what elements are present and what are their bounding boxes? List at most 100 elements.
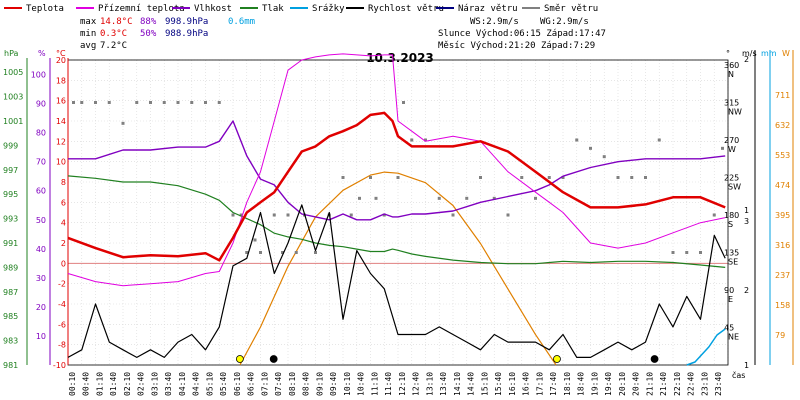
x-tick-label: 21:10 xyxy=(645,372,654,396)
wind-direction-mark xyxy=(657,138,661,142)
direction-tick-label: 90 xyxy=(724,286,734,295)
wind-direction-mark xyxy=(721,146,724,150)
wind-direction-mark xyxy=(217,101,221,104)
legend-label: Teplota xyxy=(26,4,64,14)
wind-direction-mark xyxy=(547,176,551,179)
wind-tick-label: 1 xyxy=(744,361,749,370)
temperature-tick-label: 0 xyxy=(61,259,66,268)
x-tick-label: 17:40 xyxy=(549,372,558,396)
direction-tick-label: 360 xyxy=(724,61,739,70)
pressure-tick-label: 997 xyxy=(3,166,18,175)
pressure-tick-label: 989 xyxy=(3,263,18,272)
temperature-tick-label: 12 xyxy=(56,137,66,146)
x-tick-label: 20:10 xyxy=(618,372,627,396)
wind-direction-mark xyxy=(107,101,111,104)
x-tick-label: 16:10 xyxy=(508,372,517,396)
pressure-tick-label: 999 xyxy=(3,141,18,150)
x-tick-label: 10:40 xyxy=(357,372,366,396)
legend-label: Náraz větru xyxy=(458,4,518,14)
x-tick-label: 19:10 xyxy=(590,372,599,396)
pressure-tick-label: 985 xyxy=(3,312,18,321)
humidity-tick-label: 50 xyxy=(36,216,46,225)
x-tick-label: 09:10 xyxy=(315,372,324,396)
solar-tick-label: 237 xyxy=(775,271,790,280)
wind-direction-mark xyxy=(382,213,386,217)
pressure-tick-label: 1003 xyxy=(3,93,23,102)
x-tick-label: 15:40 xyxy=(494,372,503,396)
solar-tick-label: 474 xyxy=(775,181,790,190)
pressure-tick-label: 981 xyxy=(3,361,18,370)
stat-value: 50% xyxy=(140,29,157,39)
humidity-series xyxy=(68,120,726,221)
direction-tick-label: 180 xyxy=(724,211,739,220)
x-tick-label: 03:40 xyxy=(164,372,173,396)
solar-tick-label: 316 xyxy=(775,241,790,250)
stat-value: avg xyxy=(80,41,96,51)
wind-direction-mark xyxy=(286,213,290,217)
temperature-unit: °C xyxy=(56,49,66,58)
direction-compass-label: NE xyxy=(728,333,739,342)
wind-direction-mark xyxy=(245,251,249,254)
pressure-tick-label: 995 xyxy=(3,190,18,199)
direction-tick-label: 315 xyxy=(724,99,739,108)
wind-direction-mark xyxy=(369,176,372,179)
wind-direction-mark xyxy=(402,101,405,104)
pressure-tick-label: 983 xyxy=(3,337,18,346)
x-tick-label: 07:40 xyxy=(274,372,283,396)
temperature-tick-label: 14 xyxy=(56,117,66,126)
x-tick-label: 12:10 xyxy=(398,372,407,396)
wind-direction-mark xyxy=(272,213,276,217)
humidity-tick-label: 90 xyxy=(36,100,46,109)
x-tick-label: 03:10 xyxy=(150,372,159,396)
pressure-tick-label: 987 xyxy=(3,288,18,297)
stat-value: Měsíc Východ:21:20 Západ:7:29 xyxy=(438,41,595,51)
stat-value: 988.9hPa xyxy=(165,29,208,39)
wind-direction-mark xyxy=(190,101,194,104)
temperature-tick-label: 4 xyxy=(61,219,66,228)
legend-label: Srážky xyxy=(312,4,345,14)
pressure-tick-label: 993 xyxy=(3,215,18,224)
x-tick-label: 16:40 xyxy=(522,372,531,396)
x-tick-label: 17:10 xyxy=(535,372,544,396)
wind-unit: m/s xyxy=(742,49,757,58)
pressure-series xyxy=(67,175,726,268)
stat-value: 88% xyxy=(140,17,157,27)
solar-tick-label: 79 xyxy=(775,331,785,340)
stat-value: 998.9hPa xyxy=(165,17,208,27)
x-tick-label: 01:10 xyxy=(95,372,104,396)
stat-value: 0.3°C xyxy=(100,29,127,39)
x-tick-label: 06:40 xyxy=(247,372,256,396)
x-tick-label: 18:10 xyxy=(563,372,572,396)
direction-tick-label: 135 xyxy=(724,249,739,258)
wind-direction-mark xyxy=(644,176,647,179)
wind-direction-mark xyxy=(358,196,361,200)
x-tick-label: 10:10 xyxy=(343,372,352,396)
x-tick-label: 19:40 xyxy=(604,372,613,396)
direction-compass-label: E xyxy=(728,295,733,304)
wind-direction-mark xyxy=(602,155,606,159)
solar-tick-label: 158 xyxy=(775,301,790,310)
x-tick-label: 08:10 xyxy=(288,372,297,396)
wind-speed-series xyxy=(67,204,726,358)
wind-direction-mark xyxy=(575,138,579,142)
x-tick-label: 02:40 xyxy=(137,372,146,396)
temperature-tick-label: 10 xyxy=(56,158,66,167)
x-tick-label: 11:40 xyxy=(384,372,393,396)
temperature-tick-label: 18 xyxy=(56,76,66,85)
x-tick-label: 21:40 xyxy=(659,372,668,396)
temperature-tick-label: -4 xyxy=(58,300,66,309)
direction-compass-label: W xyxy=(728,145,736,154)
series-layer xyxy=(67,53,726,366)
temperature-tick-label: 6 xyxy=(61,198,66,207)
wind-direction-mark xyxy=(451,213,455,217)
temperature-tick-label: -8 xyxy=(58,341,66,350)
x-tick-label: 04:40 xyxy=(192,372,201,396)
direction-tick-label: 270 xyxy=(724,136,739,145)
wind-direction-mark xyxy=(589,146,592,150)
x-tick-label: 23:10 xyxy=(700,372,709,396)
solar-tick-label: 395 xyxy=(775,211,790,220)
direction-tick-label: 225 xyxy=(724,174,739,183)
wind-direction-mark xyxy=(630,176,634,179)
wind-direction-mark xyxy=(699,251,702,254)
